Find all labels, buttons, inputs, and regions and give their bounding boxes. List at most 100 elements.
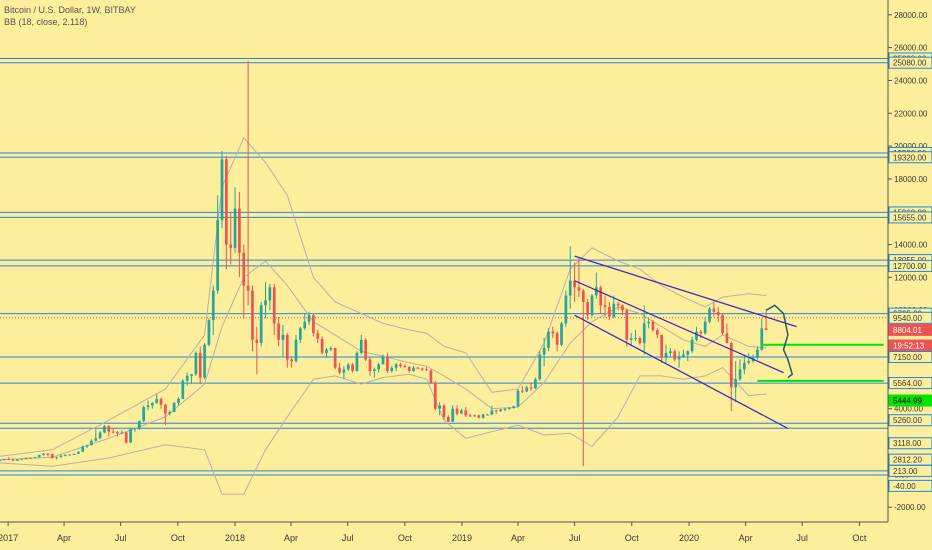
candle: [81, 445, 85, 452]
candle: [238, 192, 241, 278]
price-label-text: 19320.00: [893, 153, 927, 162]
candle-body: [516, 390, 520, 407]
price-labels: 25338.0025080.0019580.0019320.0015960.00…: [888, 52, 932, 492]
candle-body: [98, 432, 102, 439]
candle: [90, 439, 93, 446]
candle-body: [451, 408, 455, 422]
candle: [107, 425, 111, 437]
candle-body: [682, 354, 685, 357]
candle: [464, 407, 468, 417]
candle-body: [329, 348, 333, 350]
candle-body: [342, 369, 346, 373]
candle: [203, 343, 206, 380]
candle: [573, 262, 576, 303]
channel-lower-line: [574, 314, 789, 430]
candle-body: [477, 415, 481, 418]
time-tick-label: Jul: [115, 533, 127, 543]
candle: [198, 346, 202, 385]
candle-body: [695, 331, 698, 340]
candle: [63, 454, 67, 457]
candle: [120, 430, 124, 435]
candle: [669, 348, 672, 357]
time-tick-label: 2017: [0, 533, 18, 543]
candle: [512, 405, 515, 409]
candle-body: [155, 398, 159, 403]
candle: [24, 457, 28, 460]
candle-body: [299, 328, 302, 340]
time-tick-label: Apr: [739, 533, 753, 543]
candle: [442, 403, 446, 421]
candle-body: [72, 453, 76, 455]
candle-body: [660, 334, 663, 358]
candle-body: [190, 374, 193, 376]
candle-body: [111, 431, 115, 433]
candle: [233, 187, 237, 253]
candle: [712, 302, 716, 317]
candle-body: [103, 425, 106, 433]
candle: [760, 318, 764, 352]
price-tick-label: 20000.00: [894, 142, 928, 151]
candle-body: [538, 354, 542, 380]
candle-body: [490, 410, 494, 415]
candle-body: [473, 415, 476, 417]
price-tick-label: 24000.00: [894, 76, 928, 85]
candle-body: [743, 362, 746, 370]
candle: [560, 321, 563, 347]
time-tick-label: 2018: [225, 533, 245, 543]
time-tick-label: Jul: [569, 533, 581, 543]
candle-body: [690, 339, 694, 352]
candle: [734, 361, 737, 403]
candle-body: [760, 328, 764, 350]
candle-body: [447, 416, 450, 422]
candle-body: [729, 343, 733, 388]
candle-body: [373, 369, 376, 371]
price-label-box: [888, 394, 932, 407]
candle-body: [325, 349, 328, 353]
candle-body: [390, 367, 394, 371]
price-label-box: [888, 414, 932, 427]
candle-body: [168, 412, 172, 414]
candle: [272, 283, 276, 335]
candle-body: [146, 405, 150, 408]
candle: [281, 325, 285, 357]
candle: [721, 313, 724, 335]
candle: [320, 336, 324, 355]
candle-body: [238, 208, 241, 253]
candle: [124, 431, 128, 445]
price-label: 19320.00: [888, 151, 932, 164]
bb-indicator-label[interactable]: BB (18, close, 2.118): [4, 17, 88, 27]
candle-body: [625, 310, 629, 340]
candle-body: [290, 359, 293, 362]
price-tick-label: 14000.00: [894, 241, 928, 250]
candle: [399, 362, 402, 368]
candle-body: [599, 287, 603, 306]
candle: [521, 385, 524, 394]
candle: [259, 302, 263, 347]
candle: [146, 400, 150, 411]
candle: [77, 451, 80, 455]
candle-body: [560, 323, 563, 345]
candle-body: [703, 321, 707, 334]
candle: [499, 408, 502, 413]
candle-body: [246, 285, 250, 291]
candle: [46, 453, 50, 457]
candle: [503, 407, 507, 412]
candle-body: [0, 460, 2, 462]
candle: [355, 351, 359, 372]
symbol-title[interactable]: Bitcoin / U.S. Dollar, 1W, BITBAY: [4, 5, 136, 15]
candle-body: [129, 429, 132, 443]
candle-body: [42, 453, 45, 456]
time-tick-label: Jul: [796, 533, 808, 543]
candle: [94, 429, 98, 442]
candle: [494, 409, 498, 414]
candle-body: [364, 339, 367, 360]
candle: [743, 354, 746, 375]
candles: [0, 60, 768, 467]
candle: [29, 457, 32, 459]
candle: [381, 354, 385, 365]
price-label: 19:52:13: [888, 339, 932, 352]
candle: [412, 366, 415, 372]
candle-body: [172, 402, 176, 413]
